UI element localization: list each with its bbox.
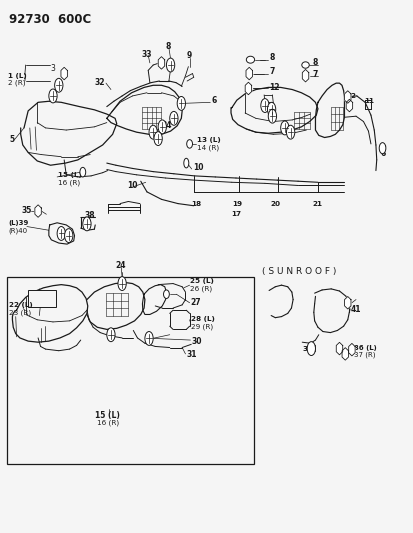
Ellipse shape: [158, 120, 166, 134]
Text: 37 (R): 37 (R): [354, 352, 375, 358]
Ellipse shape: [64, 229, 73, 243]
Text: (R)40: (R)40: [8, 227, 27, 233]
Ellipse shape: [145, 332, 153, 345]
Text: 10: 10: [192, 163, 203, 172]
Text: 33: 33: [141, 50, 152, 59]
Text: 31: 31: [186, 351, 196, 359]
Ellipse shape: [154, 132, 162, 146]
Text: ( S U N R O O F ): ( S U N R O O F ): [261, 268, 335, 276]
Ellipse shape: [267, 102, 275, 116]
Text: 23 (R): 23 (R): [9, 310, 31, 316]
Text: 42: 42: [346, 93, 356, 99]
Text: 20: 20: [270, 200, 280, 207]
Text: 3: 3: [50, 64, 55, 72]
Ellipse shape: [306, 342, 315, 356]
Text: 16 (R): 16 (R): [58, 180, 80, 186]
Ellipse shape: [268, 109, 276, 123]
Polygon shape: [244, 82, 251, 95]
Polygon shape: [344, 296, 350, 309]
Bar: [7, 277, 253, 464]
Text: 36 (L): 36 (L): [354, 344, 376, 351]
Ellipse shape: [163, 290, 169, 298]
Text: 2 (R): 2 (R): [8, 80, 26, 86]
Text: 13 (L): 13 (L): [196, 137, 220, 143]
Text: 29 (R): 29 (R): [191, 324, 213, 330]
Ellipse shape: [183, 158, 188, 168]
Ellipse shape: [107, 328, 115, 342]
Ellipse shape: [149, 125, 157, 139]
Text: 21: 21: [311, 200, 321, 207]
Ellipse shape: [177, 96, 185, 110]
Ellipse shape: [246, 56, 254, 63]
Ellipse shape: [378, 143, 385, 154]
Text: 12: 12: [268, 83, 279, 92]
Text: 92730  600C: 92730 600C: [9, 13, 91, 26]
Ellipse shape: [49, 89, 57, 103]
Text: 17: 17: [230, 211, 240, 217]
Text: 26 (R): 26 (R): [190, 286, 212, 292]
Text: 14 (R): 14 (R): [196, 145, 218, 151]
Text: 41: 41: [350, 305, 361, 313]
Ellipse shape: [83, 217, 91, 231]
Text: 15 (L): 15 (L): [58, 172, 82, 178]
Text: 28 (L): 28 (L): [191, 316, 215, 322]
Text: 9: 9: [186, 51, 191, 60]
Text: 6: 6: [380, 149, 385, 158]
Text: 11: 11: [363, 98, 373, 104]
Text: 8: 8: [165, 43, 171, 51]
Ellipse shape: [55, 78, 63, 92]
Polygon shape: [335, 342, 342, 355]
Polygon shape: [301, 69, 308, 82]
Text: 1 (L): 1 (L): [8, 72, 27, 79]
Text: 18: 18: [191, 200, 201, 207]
Text: 25 (L): 25 (L): [190, 278, 214, 285]
Ellipse shape: [301, 62, 309, 68]
Polygon shape: [245, 67, 252, 80]
Text: 27: 27: [190, 298, 201, 307]
Text: 6: 6: [211, 96, 216, 104]
Ellipse shape: [57, 227, 65, 240]
Text: 24: 24: [115, 261, 125, 270]
Ellipse shape: [280, 121, 288, 135]
Bar: [28, 290, 56, 307]
Polygon shape: [61, 67, 67, 80]
Polygon shape: [158, 56, 164, 69]
Text: 35: 35: [21, 206, 32, 214]
Text: 16 (R): 16 (R): [96, 420, 119, 426]
Ellipse shape: [286, 125, 294, 139]
Text: 38: 38: [84, 212, 95, 220]
Text: 30: 30: [191, 337, 201, 345]
Text: 10: 10: [127, 181, 138, 190]
Text: 34: 34: [161, 121, 171, 130]
Text: 8: 8: [268, 53, 274, 62]
Text: 5: 5: [9, 135, 14, 144]
Polygon shape: [348, 343, 354, 356]
Text: 32: 32: [94, 78, 104, 86]
Text: (L)39: (L)39: [8, 220, 28, 226]
Ellipse shape: [260, 99, 268, 112]
Text: 22 (L): 22 (L): [9, 302, 33, 308]
Polygon shape: [341, 348, 348, 360]
Text: 19: 19: [231, 200, 241, 207]
Text: 8: 8: [311, 59, 317, 67]
Ellipse shape: [118, 277, 126, 290]
Ellipse shape: [80, 167, 85, 177]
Polygon shape: [345, 99, 352, 112]
Ellipse shape: [169, 111, 178, 125]
Ellipse shape: [186, 140, 192, 148]
Text: 38: 38: [301, 345, 311, 352]
Polygon shape: [35, 205, 41, 217]
Text: 7: 7: [311, 70, 317, 79]
Text: 15 (L): 15 (L): [95, 411, 120, 420]
Text: 7: 7: [268, 67, 274, 76]
Ellipse shape: [166, 58, 174, 72]
Polygon shape: [344, 91, 350, 103]
